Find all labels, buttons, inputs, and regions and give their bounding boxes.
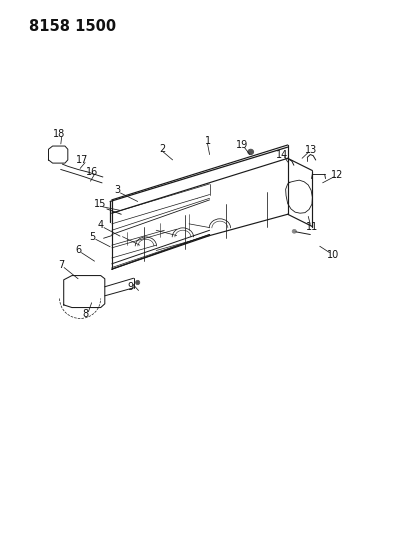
Text: 7: 7 bbox=[58, 260, 64, 270]
Text: 13: 13 bbox=[305, 146, 317, 155]
Text: 19: 19 bbox=[236, 140, 249, 150]
Text: 9: 9 bbox=[128, 282, 134, 292]
Text: 15: 15 bbox=[94, 199, 106, 209]
Text: 4: 4 bbox=[98, 220, 104, 230]
Text: 11: 11 bbox=[306, 222, 319, 231]
Text: 12: 12 bbox=[331, 170, 343, 180]
Text: 8158 1500: 8158 1500 bbox=[29, 19, 116, 34]
Text: 14: 14 bbox=[276, 150, 289, 159]
Text: 1: 1 bbox=[205, 136, 210, 146]
Ellipse shape bbox=[292, 229, 296, 233]
Text: 18: 18 bbox=[53, 130, 65, 139]
Text: 5: 5 bbox=[89, 232, 96, 241]
Text: 6: 6 bbox=[75, 245, 81, 255]
Text: 16: 16 bbox=[86, 167, 99, 176]
Text: 8: 8 bbox=[83, 310, 88, 319]
Ellipse shape bbox=[248, 149, 254, 155]
Ellipse shape bbox=[136, 280, 140, 285]
Text: 3: 3 bbox=[114, 185, 120, 195]
Text: 17: 17 bbox=[76, 155, 88, 165]
Text: 10: 10 bbox=[327, 250, 339, 260]
Text: 2: 2 bbox=[159, 144, 166, 154]
